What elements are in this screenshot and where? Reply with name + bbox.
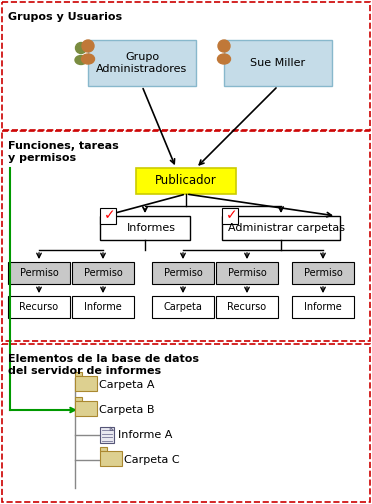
Text: Permiso: Permiso	[304, 268, 342, 278]
Bar	[75, 376, 97, 391]
Bar	[292, 296, 354, 318]
Text: Permiso: Permiso	[84, 268, 122, 278]
Text: Publicador: Publicador	[155, 174, 217, 187]
Ellipse shape	[218, 54, 231, 64]
Circle shape	[76, 42, 87, 53]
Bar	[2, 131, 370, 341]
Polygon shape	[100, 447, 107, 451]
Polygon shape	[75, 397, 82, 401]
Bar	[222, 216, 340, 240]
Text: Informe: Informe	[304, 302, 342, 312]
Bar	[88, 40, 196, 86]
Bar	[222, 208, 238, 224]
Ellipse shape	[81, 54, 94, 64]
Bar	[2, 344, 370, 502]
Bar	[100, 427, 113, 443]
Text: ✓: ✓	[226, 208, 238, 222]
Bar	[224, 40, 332, 86]
Text: Funciones, tareas
y permisos: Funciones, tareas y permisos	[8, 141, 119, 163]
Bar	[100, 208, 116, 224]
Text: Sue Miller: Sue Miller	[250, 58, 305, 68]
Text: Carpeta A: Carpeta A	[99, 380, 154, 390]
Text: Carpeta: Carpeta	[164, 302, 202, 312]
Bar	[72, 262, 134, 284]
Text: Informe A: Informe A	[118, 430, 172, 440]
Bar	[152, 296, 214, 318]
Ellipse shape	[75, 55, 87, 65]
Text: Grupo
Administradores: Grupo Administradores	[96, 52, 187, 74]
Bar	[216, 296, 278, 318]
Text: Carpeta C: Carpeta C	[124, 455, 180, 465]
Text: Administrar carpetas: Administrar carpetas	[228, 223, 346, 233]
Text: Recurso: Recurso	[19, 302, 58, 312]
Text: Permiso: Permiso	[164, 268, 202, 278]
Text: Permiso: Permiso	[20, 268, 58, 278]
Text: Elementos de la base de datos
del servidor de informes: Elementos de la base de datos del servid…	[8, 354, 199, 375]
Text: Grupos y Usuarios: Grupos y Usuarios	[8, 12, 122, 22]
Bar	[152, 262, 214, 284]
Bar	[8, 296, 70, 318]
Text: Carpeta B: Carpeta B	[99, 405, 154, 415]
Polygon shape	[75, 372, 82, 376]
Polygon shape	[110, 427, 113, 430]
Text: Recurso: Recurso	[227, 302, 267, 312]
Bar	[216, 262, 278, 284]
Bar	[8, 262, 70, 284]
Bar	[292, 262, 354, 284]
Bar	[75, 401, 97, 416]
Bar	[72, 296, 134, 318]
Text: Permiso: Permiso	[228, 268, 266, 278]
Text: Informes: Informes	[126, 223, 176, 233]
Circle shape	[82, 40, 94, 52]
Bar	[100, 216, 190, 240]
Bar	[136, 168, 236, 194]
Circle shape	[218, 40, 230, 52]
Bar	[2, 2, 370, 130]
Text: ✓: ✓	[104, 208, 116, 222]
Text: Informe: Informe	[84, 302, 122, 312]
Bar	[100, 451, 122, 466]
